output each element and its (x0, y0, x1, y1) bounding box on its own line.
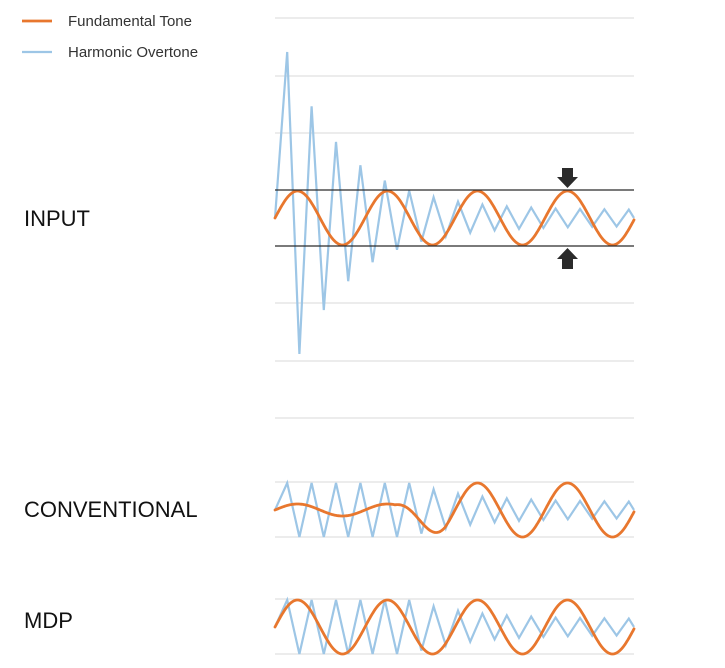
input-panel-label: INPUT (24, 206, 90, 231)
arrow-up-icon (557, 248, 578, 269)
mdp-panel-label: MDP (24, 608, 73, 633)
legend-fundamental-label: Fundamental Tone (68, 13, 192, 30)
mdp-panel (273, 596, 636, 656)
input-fundamental-wave (273, 189, 636, 247)
legend-harmonic-label: Harmonic Overtone (68, 44, 198, 61)
mdp-fundamental-wave (273, 598, 636, 656)
conventional-panel-label: CONVENTIONAL (24, 497, 198, 522)
conventional-harmonic-wave (273, 479, 635, 538)
arrow-down-icon (557, 168, 578, 188)
conventional-panel (273, 479, 636, 539)
legend: Fundamental Tone Harmonic Overtone (22, 13, 198, 61)
conventional-fundamental-wave (273, 481, 636, 539)
input-grid (275, 17, 634, 419)
mdp-harmonic-wave (273, 596, 635, 655)
input-harmonic-wave (273, 51, 635, 355)
input-panel (273, 17, 636, 419)
